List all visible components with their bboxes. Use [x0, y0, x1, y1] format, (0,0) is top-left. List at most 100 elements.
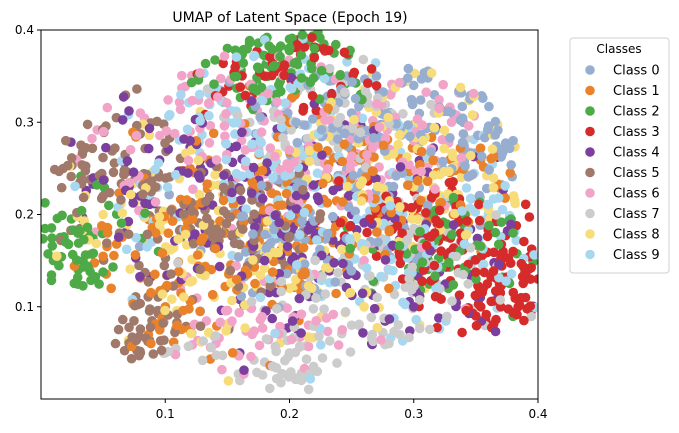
scatter-point-class-2 — [238, 58, 249, 68]
scatter-point-class-4 — [193, 170, 204, 180]
scatter-point-class-6 — [222, 98, 232, 108]
scatter-point-class-4 — [239, 365, 249, 376]
scatter-point-class-0 — [438, 156, 448, 167]
scatter-point-class-6 — [456, 153, 467, 163]
scatter-point-class-0 — [504, 143, 515, 154]
scatter-point-class-2 — [41, 198, 50, 208]
scatter-point-class-2 — [76, 205, 87, 216]
scatter-point-class-9 — [400, 299, 411, 310]
scatter-point-class-0 — [373, 237, 383, 247]
scatter-point-class-3 — [371, 251, 382, 261]
scatter-point-class-4 — [308, 180, 319, 190]
legend-marker — [585, 208, 595, 219]
scatter-point-class-0 — [474, 190, 485, 201]
scatter-point-class-1 — [208, 128, 219, 139]
scatter-point-class-3 — [481, 309, 492, 320]
scatter-point-class-3 — [514, 299, 525, 310]
scatter-point-class-7 — [317, 271, 328, 282]
scatter-point-class-6 — [131, 130, 142, 141]
scatter-point-class-3 — [299, 42, 310, 52]
scatter-point-class-1 — [428, 155, 439, 166]
scatter-point-class-2 — [92, 180, 102, 190]
legend-marker — [585, 167, 595, 178]
scatter-point-class-6 — [220, 306, 231, 316]
scatter-point-class-8 — [359, 302, 369, 312]
scatter-point-class-8 — [52, 251, 62, 261]
scatter-point-class-1 — [277, 200, 287, 210]
scatter-point-class-3 — [339, 47, 350, 58]
scatter-point-class-9 — [493, 193, 504, 203]
scatter-point-class-0 — [416, 74, 427, 84]
scatter-point-class-4 — [237, 127, 247, 138]
scatter-point-class-2 — [307, 63, 317, 74]
scatter-point-class-2 — [284, 34, 295, 44]
scatter-point-class-6 — [362, 150, 372, 160]
scatter-point-class-4 — [291, 190, 302, 201]
scatter-point-class-2 — [484, 220, 494, 231]
scatter-point-class-6 — [254, 340, 265, 351]
scatter-point-class-3 — [429, 260, 440, 271]
scatter-point-class-7 — [354, 320, 364, 331]
scatter-point-class-5 — [131, 335, 141, 346]
scatter-point-class-6 — [205, 120, 216, 131]
scatter-point-class-2 — [296, 50, 307, 60]
scatter-point-class-7 — [404, 332, 414, 343]
scatter-point-class-2 — [476, 241, 486, 251]
scatter-point-class-1 — [267, 267, 278, 277]
scatter-point-class-6 — [282, 303, 293, 313]
scatter-point-class-7 — [206, 342, 217, 353]
scatter-point-class-8 — [157, 289, 168, 300]
scatter-point-class-1 — [195, 306, 205, 317]
scatter-point-class-4 — [358, 328, 368, 338]
scatter-point-class-8 — [349, 114, 359, 125]
scatter-point-class-9 — [291, 260, 302, 270]
scatter-point-class-5 — [152, 116, 162, 127]
scatter-point-class-2 — [296, 73, 307, 83]
scatter-point-class-8 — [194, 189, 205, 200]
scatter-point-class-9 — [121, 244, 132, 255]
scatter-point-class-5 — [218, 182, 229, 193]
scatter-point-class-4 — [287, 316, 298, 326]
scatter-point-class-9 — [247, 139, 257, 149]
scatter-point-class-7 — [414, 323, 425, 334]
scatter-point-class-9 — [255, 292, 266, 303]
scatter-point-class-3 — [508, 308, 519, 318]
scatter-point-class-9 — [319, 73, 330, 84]
legend-label: Class 2 — [613, 105, 660, 120]
scatter-point-class-1 — [157, 248, 168, 258]
scatter-point-class-6 — [204, 138, 215, 148]
scatter-point-class-7 — [210, 331, 221, 341]
scatter-point-class-2 — [69, 278, 80, 289]
scatter-point-class-3 — [323, 45, 334, 56]
scatter-point-class-1 — [475, 143, 486, 153]
scatter-point-class-7 — [372, 292, 383, 303]
scatter-point-class-3 — [508, 287, 519, 298]
scatter-point-class-6 — [234, 307, 244, 318]
scatter-point-class-4 — [219, 170, 229, 180]
scatter-point-class-0 — [340, 128, 350, 139]
scatter-point-class-1 — [372, 227, 382, 237]
scatter-point-class-7 — [246, 296, 257, 307]
scatter-point-class-7 — [273, 373, 284, 384]
scatter-point-class-6 — [211, 155, 222, 165]
scatter-point-class-8 — [167, 294, 177, 305]
scatter-point-class-7 — [407, 262, 418, 272]
x-tick-label: 0.1 — [156, 407, 175, 421]
scatter-point-class-8 — [210, 170, 220, 180]
scatter-point-class-6 — [374, 122, 385, 132]
scatter-point-class-7 — [426, 99, 436, 110]
legend-marker — [585, 106, 595, 116]
scatter-point-class-8 — [304, 145, 315, 156]
scatter-point-class-9 — [231, 168, 242, 179]
scatter-point-class-4 — [267, 313, 278, 324]
scatter-point-class-6 — [195, 68, 205, 78]
scatter-point-class-9 — [70, 181, 80, 192]
scatter-point-class-2 — [508, 228, 518, 238]
scatter-point-class-6 — [282, 159, 292, 169]
scatter-point-class-2 — [415, 226, 425, 237]
scatter-point-class-8 — [240, 323, 250, 333]
scatter-point-class-7 — [406, 284, 417, 295]
scatter-point-class-5 — [148, 349, 159, 359]
scatter-point-class-9 — [240, 156, 251, 167]
scatter-point-class-1 — [184, 304, 194, 314]
